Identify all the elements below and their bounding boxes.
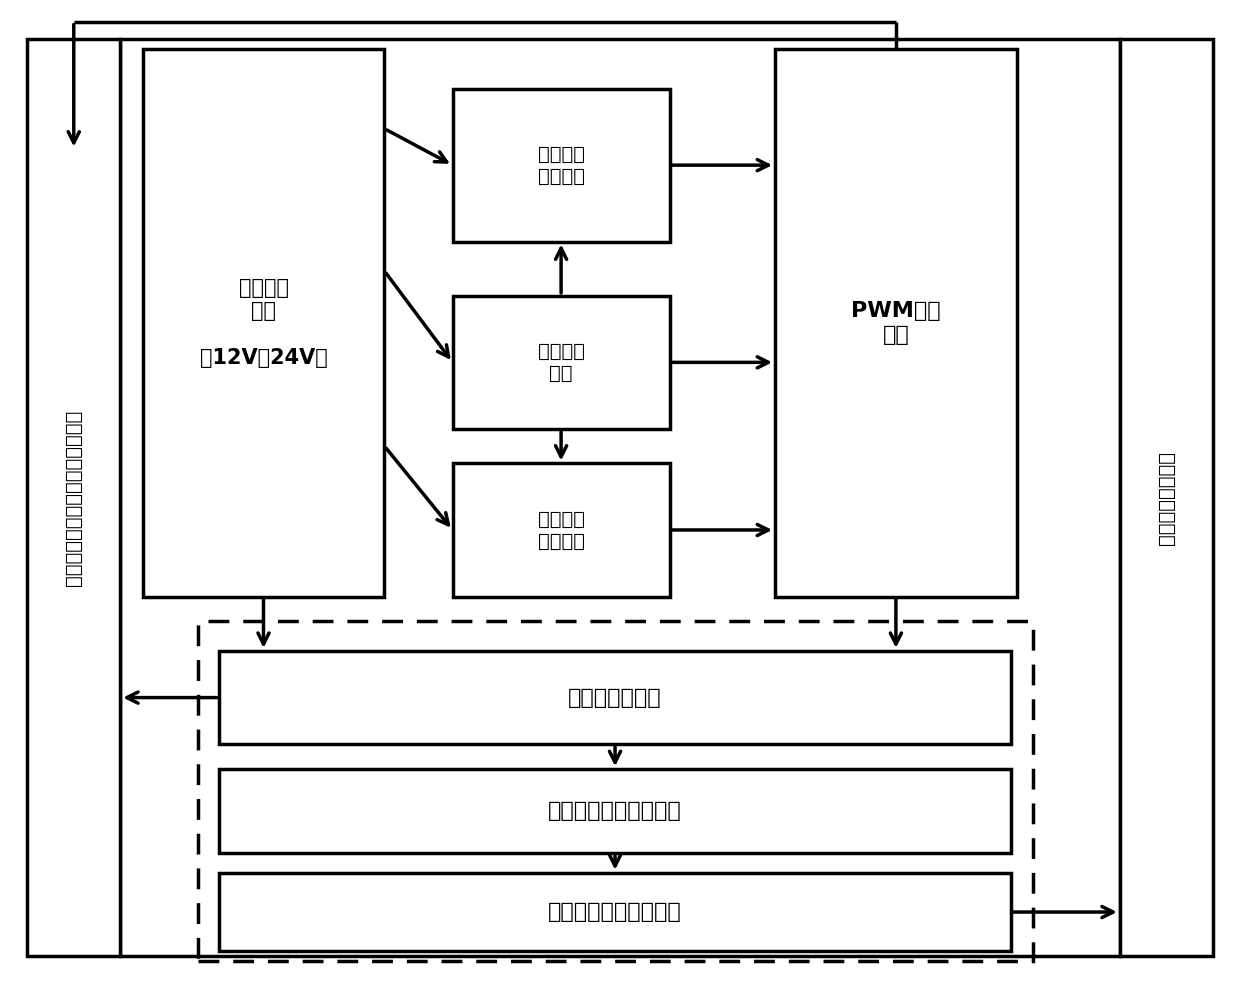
Text: 升压输出整流滤波电路: 升压输出整流滤波电路 xyxy=(548,902,682,922)
Text: 输出过压保护电路: 输出过压保护电路 xyxy=(1157,451,1176,545)
Text: 推挽式升压拓扑: 推挽式升压拓扑 xyxy=(568,687,662,708)
Bar xyxy=(143,49,384,597)
Bar xyxy=(219,873,1011,951)
Text: PWM调控
电路: PWM调控 电路 xyxy=(851,302,941,344)
Bar xyxy=(1120,39,1213,956)
Text: 电位逻辑
保护电路: 电位逻辑 保护电路 xyxy=(538,145,584,185)
Text: 辅助电源
电路: 辅助电源 电路 xyxy=(538,342,584,383)
Bar xyxy=(198,621,1033,961)
Text: 输出恒压自动切换电路: 输出恒压自动切换电路 xyxy=(548,801,682,821)
Text: 低压电源
输入

（12V或24V）: 低压电源 输入 （12V或24V） xyxy=(200,278,327,368)
Bar xyxy=(453,463,670,597)
Bar xyxy=(453,296,670,429)
Text: 自动频率
切换电路: 自动频率 切换电路 xyxy=(538,510,584,550)
Bar xyxy=(27,39,120,956)
Bar xyxy=(453,89,670,242)
Text: 晶体开关管导通压降过流保护电路: 晶体开关管导通压降过流保护电路 xyxy=(64,410,83,586)
Bar xyxy=(120,39,1120,956)
Bar xyxy=(219,651,1011,744)
Bar xyxy=(775,49,1017,597)
Bar xyxy=(219,769,1011,853)
